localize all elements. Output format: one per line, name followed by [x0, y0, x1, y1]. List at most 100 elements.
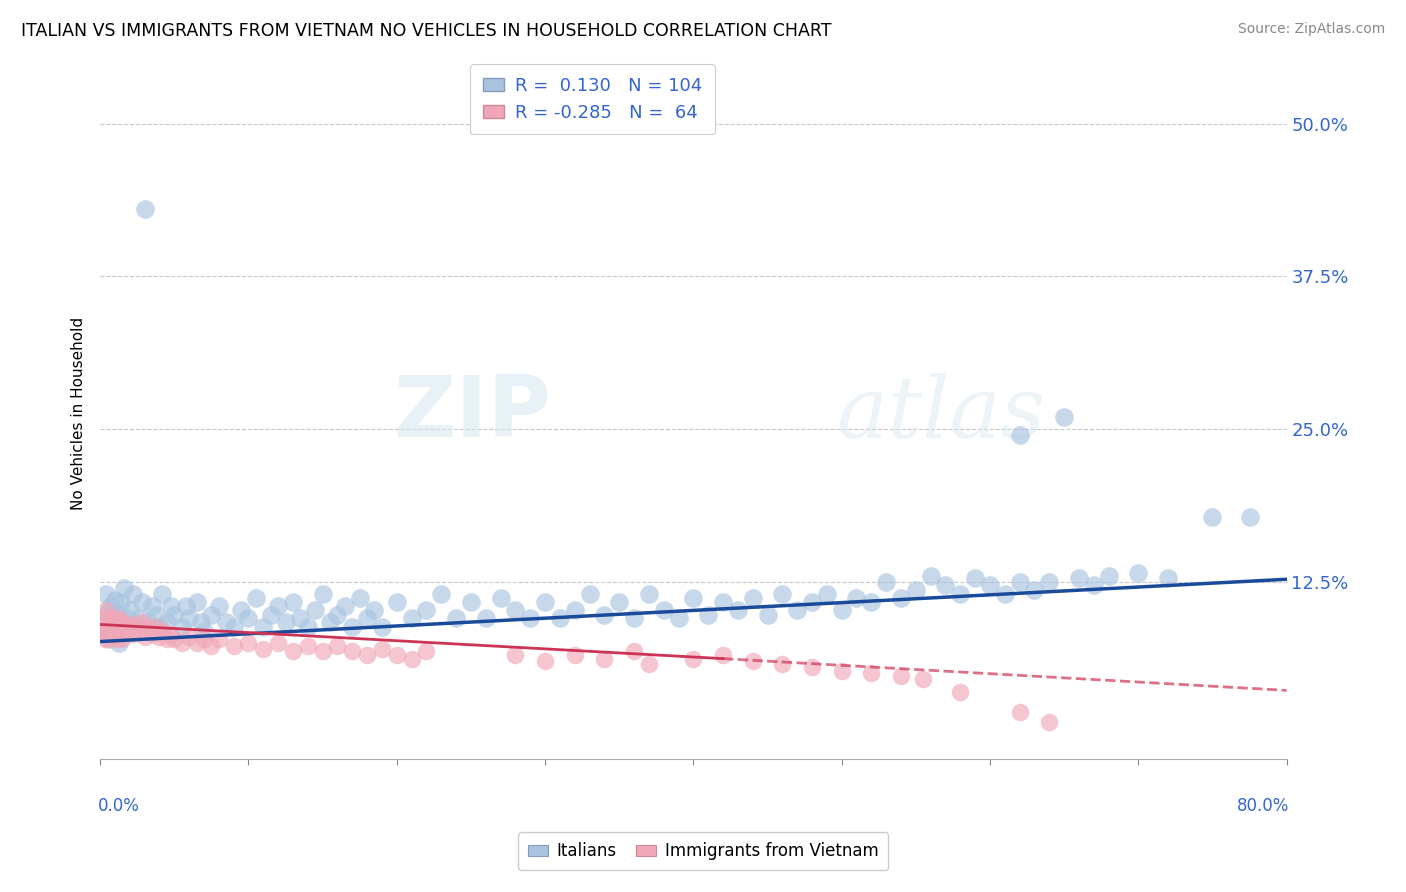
- Point: [96, 605, 118, 619]
- Point: [160, 627, 183, 641]
- Point: [1239, 510, 1261, 524]
- Point: [193, 624, 215, 638]
- Point: [831, 603, 853, 617]
- Point: [179, 630, 201, 644]
- Point: [831, 664, 853, 678]
- Point: [93, 624, 115, 638]
- Point: [267, 599, 290, 614]
- Point: [297, 640, 319, 654]
- Point: [281, 595, 304, 609]
- Point: [845, 591, 868, 605]
- Point: [786, 603, 808, 617]
- Point: [107, 607, 129, 622]
- Point: [98, 620, 121, 634]
- Point: [319, 615, 342, 629]
- Point: [593, 607, 616, 622]
- Point: [637, 657, 659, 671]
- Point: [229, 603, 252, 617]
- Point: [415, 644, 437, 658]
- Point: [110, 595, 132, 609]
- Point: [430, 587, 453, 601]
- Point: [190, 615, 212, 629]
- Point: [156, 632, 179, 646]
- Point: [994, 587, 1017, 601]
- Point: [326, 607, 349, 622]
- Point: [801, 595, 824, 609]
- Point: [112, 624, 135, 638]
- Point: [107, 611, 129, 625]
- Text: atlas: atlas: [835, 373, 1045, 455]
- Point: [111, 632, 134, 646]
- Point: [949, 684, 972, 698]
- Point: [136, 615, 159, 629]
- Point: [564, 603, 586, 617]
- Legend: Italians, Immigrants from Vietnam: Italians, Immigrants from Vietnam: [517, 832, 889, 871]
- Point: [94, 615, 117, 629]
- Point: [141, 599, 163, 614]
- Point: [1067, 571, 1090, 585]
- Point: [623, 644, 645, 658]
- Point: [548, 611, 571, 625]
- Point: [741, 591, 763, 605]
- Point: [163, 607, 186, 622]
- Point: [1097, 568, 1119, 582]
- Point: [103, 630, 125, 644]
- Point: [160, 599, 183, 614]
- Point: [934, 578, 956, 592]
- Point: [727, 603, 749, 617]
- Point: [104, 615, 127, 629]
- Point: [238, 636, 260, 650]
- Point: [90, 627, 112, 641]
- Point: [134, 202, 156, 217]
- Point: [333, 599, 356, 614]
- Point: [519, 611, 541, 625]
- Point: [297, 620, 319, 634]
- Point: [311, 644, 333, 658]
- Point: [105, 620, 128, 634]
- Text: ITALIAN VS IMMIGRANTS FROM VIETNAM NO VEHICLES IN HOUSEHOLD CORRELATION CHART: ITALIAN VS IMMIGRANTS FROM VIETNAM NO VE…: [21, 22, 831, 40]
- Point: [274, 615, 297, 629]
- Point: [770, 587, 793, 601]
- Point: [107, 632, 129, 646]
- Point: [94, 587, 117, 601]
- Point: [474, 611, 496, 625]
- Point: [98, 632, 121, 646]
- Point: [741, 654, 763, 668]
- Point: [505, 648, 527, 662]
- Point: [534, 654, 557, 668]
- Legend: R =  0.130   N = 104, R = -0.285   N =  64: R = 0.130 N = 104, R = -0.285 N = 64: [470, 64, 716, 135]
- Point: [163, 632, 186, 646]
- Point: [93, 632, 115, 646]
- Point: [238, 611, 260, 625]
- Point: [756, 607, 779, 622]
- Point: [371, 641, 394, 656]
- Point: [145, 620, 167, 634]
- Point: [890, 591, 912, 605]
- Point: [179, 611, 201, 625]
- Point: [770, 657, 793, 671]
- Point: [128, 611, 150, 625]
- Point: [415, 603, 437, 617]
- Point: [96, 624, 118, 638]
- Point: [91, 611, 114, 625]
- Point: [652, 603, 675, 617]
- Point: [131, 615, 153, 629]
- Point: [342, 644, 364, 658]
- Point: [156, 615, 179, 629]
- Point: [326, 640, 349, 654]
- Point: [170, 636, 193, 650]
- Point: [141, 627, 163, 641]
- Point: [593, 651, 616, 665]
- Point: [100, 599, 122, 614]
- Point: [371, 620, 394, 634]
- Point: [1053, 409, 1076, 424]
- Point: [401, 611, 423, 625]
- Point: [222, 640, 245, 654]
- Point: [100, 627, 122, 641]
- Point: [103, 617, 125, 632]
- Point: [121, 627, 143, 641]
- Point: [363, 603, 385, 617]
- Point: [801, 660, 824, 674]
- Point: [860, 595, 883, 609]
- Point: [108, 627, 131, 641]
